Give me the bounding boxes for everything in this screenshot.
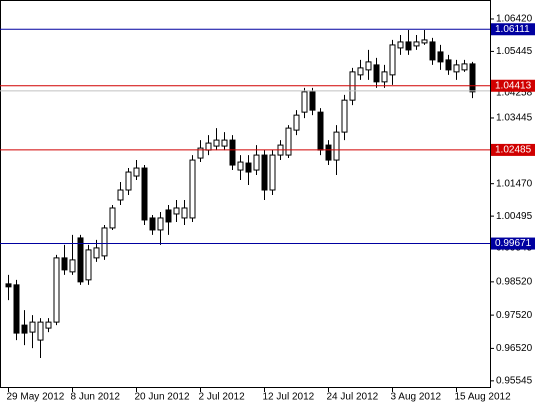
candle-body [389, 44, 396, 76]
level-label-bg [491, 23, 535, 36]
candle-body [445, 59, 452, 71]
candle-body [197, 147, 204, 159]
candle-body [13, 284, 20, 334]
candle-body [53, 257, 60, 323]
level-label: 1.02485 [495, 145, 532, 156]
candle-body [453, 64, 460, 73]
candle-body [469, 63, 476, 93]
y-tick-label: 1.06420 [496, 14, 533, 25]
candle-body [461, 63, 468, 71]
y-tick-label: 1.00495 [496, 211, 533, 222]
candle-body [181, 207, 188, 219]
candle-body [69, 259, 76, 273]
candle-body [221, 139, 228, 147]
candle-body [413, 41, 420, 47]
candle-body [213, 139, 220, 147]
candle-body [397, 41, 404, 49]
candle-body [117, 189, 124, 201]
candle-body [373, 64, 380, 83]
level-label-bg [491, 237, 535, 250]
candle-body [333, 131, 340, 161]
candle-body [429, 41, 436, 61]
candle-body [157, 217, 164, 231]
x-tick-label: 8 Jun 2012 [71, 392, 121, 402]
y-tick-label: 0.95545 [496, 375, 533, 386]
candle-body [101, 227, 108, 257]
candle-body [357, 67, 364, 76]
y-tick-label: 1.03445 [496, 113, 533, 124]
candle-body [173, 207, 180, 215]
x-tick-label: 12 Jul 2012 [263, 392, 315, 402]
level-label: 0.99671 [495, 238, 532, 249]
candle-body [133, 167, 140, 177]
candle-body [253, 154, 260, 171]
y-tick-label: 0.96520 [496, 343, 533, 354]
x-tick-label: 29 May 2012 [7, 392, 65, 402]
level-label-bg [491, 143, 535, 156]
candle-body [309, 91, 316, 111]
candle-body [261, 154, 268, 191]
candle-body [21, 324, 28, 334]
candle-body [77, 237, 84, 283]
x-tick-label: 2 Jul 2012 [199, 392, 246, 402]
candle-body [237, 161, 244, 171]
candle-body [189, 159, 196, 219]
candle-body [37, 321, 44, 341]
candle-body [149, 217, 156, 231]
candle-body [365, 61, 372, 71]
y-tick-label: 0.97520 [496, 310, 533, 321]
price-line-label: 1.04258 [496, 88, 533, 99]
plot-frame [0, 0, 491, 388]
candle-body [205, 142, 212, 151]
candle-body [245, 162, 252, 173]
candle-body [61, 257, 68, 271]
candle-body [5, 283, 12, 288]
candle-body [301, 91, 308, 113]
x-tick-label: 15 Aug 2012 [455, 392, 512, 402]
x-tick-label: 3 Aug 2012 [391, 392, 442, 402]
y-tick-label: 1.05445 [496, 46, 533, 57]
candle-body [325, 144, 332, 161]
candle-body [381, 71, 388, 83]
y-tick-label: 0.98520 [496, 276, 533, 287]
candle-body [109, 207, 116, 229]
candle-body [141, 167, 148, 221]
candle-body [293, 114, 300, 131]
candle-body [285, 127, 292, 156]
x-tick-label: 20 Jun 2012 [135, 392, 190, 402]
candle-body [45, 321, 52, 329]
candle-body [93, 247, 100, 259]
y-tick-label: 1.01470 [496, 178, 533, 189]
candle-body [229, 139, 236, 166]
level-label-bg [491, 79, 535, 92]
candle-body [341, 99, 348, 133]
candle-body [85, 249, 92, 281]
candle-body [405, 41, 412, 51]
candle-body [269, 154, 276, 191]
candle-body [421, 39, 428, 44]
level-label: 1.06111 [495, 24, 530, 35]
x-tick-label: 24 Jul 2012 [327, 392, 379, 402]
candle-body [29, 321, 36, 333]
candle-body [437, 51, 444, 63]
candle-body [125, 171, 132, 191]
candle-body [165, 209, 172, 223]
level-label: 1.04413 [495, 80, 532, 91]
candle-body [317, 111, 324, 151]
